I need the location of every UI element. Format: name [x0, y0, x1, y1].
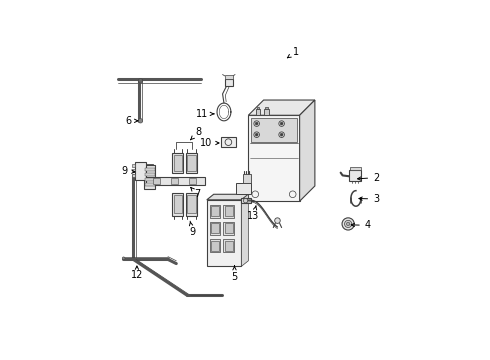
Bar: [223, 222, 234, 235]
Bar: [172, 153, 183, 174]
Bar: [256, 109, 260, 115]
Text: 11: 11: [196, 109, 214, 119]
Bar: [265, 107, 268, 109]
Bar: [172, 193, 183, 216]
Bar: [186, 193, 197, 216]
Bar: [173, 195, 182, 213]
Bar: [224, 240, 233, 251]
Bar: [223, 239, 234, 252]
Circle shape: [280, 122, 283, 125]
Bar: [236, 183, 251, 194]
Bar: [132, 169, 135, 172]
Bar: [207, 200, 242, 266]
Bar: [153, 179, 160, 184]
Circle shape: [255, 133, 258, 136]
Text: 9: 9: [189, 221, 196, 237]
Bar: [145, 165, 155, 189]
Polygon shape: [300, 100, 315, 201]
Bar: [146, 177, 205, 185]
Bar: [187, 195, 196, 213]
Circle shape: [138, 79, 143, 83]
Bar: [211, 223, 219, 233]
Bar: [135, 162, 146, 180]
Bar: [349, 167, 361, 170]
Bar: [225, 75, 233, 79]
Circle shape: [344, 220, 352, 228]
Circle shape: [279, 121, 284, 126]
Bar: [145, 183, 155, 186]
Text: 5: 5: [231, 266, 238, 282]
Circle shape: [275, 218, 280, 223]
Bar: [186, 153, 197, 174]
Circle shape: [254, 121, 259, 126]
Text: 6: 6: [125, 116, 138, 126]
Bar: [173, 155, 182, 171]
Bar: [257, 107, 259, 109]
Polygon shape: [248, 100, 315, 115]
Circle shape: [255, 122, 258, 125]
Bar: [251, 118, 297, 141]
Polygon shape: [207, 194, 248, 200]
Text: 9: 9: [122, 166, 135, 176]
Text: 12: 12: [131, 266, 143, 280]
Bar: [146, 164, 153, 179]
Bar: [210, 222, 220, 235]
Bar: [349, 170, 361, 181]
Circle shape: [346, 222, 350, 226]
Bar: [211, 206, 219, 216]
Bar: [189, 179, 196, 184]
Bar: [225, 79, 233, 86]
Circle shape: [342, 218, 354, 230]
Bar: [187, 155, 196, 171]
Text: 4: 4: [351, 220, 371, 230]
Bar: [224, 206, 233, 216]
Circle shape: [138, 118, 143, 123]
Bar: [132, 174, 135, 177]
Bar: [210, 204, 220, 218]
Bar: [223, 204, 234, 218]
Text: 13: 13: [247, 206, 260, 221]
Bar: [224, 223, 233, 233]
Bar: [145, 168, 155, 171]
Bar: [145, 173, 155, 176]
Bar: [243, 174, 250, 183]
Bar: [145, 178, 155, 181]
Bar: [211, 240, 219, 251]
Bar: [210, 239, 220, 252]
Bar: [132, 164, 135, 167]
Bar: [264, 109, 269, 115]
Circle shape: [244, 198, 248, 203]
Bar: [171, 179, 178, 184]
Text: 1: 1: [287, 47, 299, 58]
Circle shape: [279, 132, 284, 138]
Bar: [241, 198, 250, 203]
Text: 8: 8: [191, 127, 201, 140]
Bar: [221, 136, 236, 147]
Text: 10: 10: [199, 138, 219, 148]
Circle shape: [280, 133, 283, 136]
Text: 7: 7: [191, 188, 200, 199]
Text: 3: 3: [359, 194, 379, 204]
Polygon shape: [242, 194, 248, 266]
Text: 2: 2: [358, 173, 379, 183]
Bar: [248, 115, 300, 201]
Circle shape: [254, 132, 259, 138]
Circle shape: [122, 257, 125, 260]
